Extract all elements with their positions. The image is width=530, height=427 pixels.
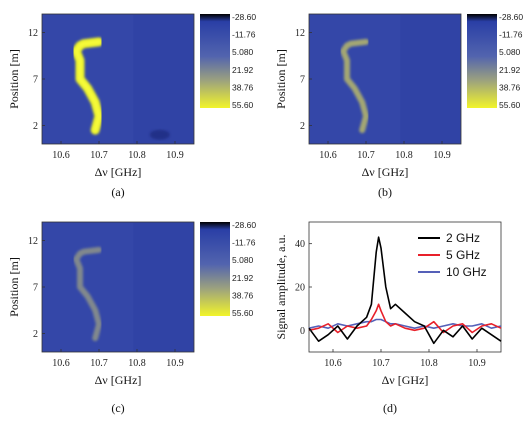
axes-a: 10.6 10.7 10.8 10.9 2 7 12 Δν [GHz] Position [m] bbox=[7, 28, 184, 179]
legend-label: 10 GHz bbox=[446, 265, 487, 279]
x-tick-label: 10.9 bbox=[433, 150, 451, 161]
colorbar-tick-label: -11.76 bbox=[232, 238, 256, 248]
series-line-5-ghz bbox=[308, 303, 502, 334]
x-tick-label: 10.8 bbox=[420, 358, 438, 369]
colorbar-tick-label: 55.60 bbox=[232, 100, 254, 110]
colorbar-tick-label: 38.76 bbox=[232, 290, 254, 300]
heatmap-texture-band bbox=[133, 223, 193, 351]
heatmap-a bbox=[42, 14, 194, 144]
colorbar-tick-label: 38.76 bbox=[232, 82, 254, 92]
x-axis-label: Δν [GHz] bbox=[95, 165, 142, 179]
y-tick-label: 2 bbox=[33, 121, 38, 132]
colorbar-tick-label: 21.92 bbox=[232, 65, 254, 75]
x-tick-label: 10.7 bbox=[90, 150, 108, 161]
panel-a-label: (a) bbox=[111, 185, 124, 199]
x-tick-label: 10.9 bbox=[166, 358, 184, 369]
y-tick-label: 7 bbox=[33, 75, 38, 86]
y-tick-label: 12 bbox=[295, 28, 305, 39]
x-tick-label: 10.9 bbox=[166, 150, 184, 161]
colorbar-tick-label: -28.60 bbox=[232, 12, 256, 22]
heatmap-b-feature bbox=[340, 15, 460, 143]
x-tick-label: 10.9 bbox=[468, 358, 486, 369]
colorbar-a-labels: -28.60 -11.76 5.080 21.92 38.76 55.60 bbox=[232, 12, 256, 110]
x-tick-label: 10.6 bbox=[52, 358, 70, 369]
feature-trace-core bbox=[74, 39, 101, 133]
x-tick-label: 10.7 bbox=[372, 358, 390, 369]
heatmap-texture-band bbox=[133, 15, 193, 143]
heatmap-a-feature bbox=[71, 15, 193, 143]
x-tick-label: 10.6 bbox=[324, 358, 342, 369]
x-tick-label: 10.6 bbox=[319, 150, 337, 161]
y-axis-label: Signal amplitude, a.u. bbox=[274, 235, 288, 340]
colorbar-tick-label: 21.92 bbox=[499, 65, 521, 75]
colorbar-b bbox=[467, 14, 497, 108]
panel-c-label: (c) bbox=[111, 401, 124, 415]
x-tick-label: 10.8 bbox=[128, 358, 146, 369]
colorbar-c bbox=[200, 222, 230, 316]
feature-trace bbox=[73, 246, 102, 342]
colorbar-tick-label: 5.080 bbox=[232, 47, 254, 57]
y-tick-label: 7 bbox=[300, 75, 305, 86]
lineplot-d-legend: 2 GHz 5 GHz 10 GHz bbox=[418, 231, 487, 279]
panel-d-label: (d) bbox=[383, 401, 397, 415]
y-axis-label: Position [m] bbox=[7, 49, 21, 109]
colorbar-tick-label: 55.60 bbox=[232, 308, 254, 318]
x-axis-label: Δν [GHz] bbox=[382, 373, 429, 387]
x-tick-label: 10.6 bbox=[52, 150, 70, 161]
series-line-2-ghz bbox=[308, 236, 502, 345]
low-value-blob bbox=[149, 129, 170, 140]
y-tick-label: 0 bbox=[300, 326, 305, 337]
panel-d: 10.6 10.7 10.8 10.9 0 20 40 Δν [GHz] Signal ampl… bbox=[274, 221, 502, 415]
colorbar-tick-label: 21.92 bbox=[232, 273, 254, 283]
colorbar-tick-label: -11.76 bbox=[232, 30, 256, 40]
lineplot-d-series bbox=[308, 236, 502, 345]
y-tick-label: 12 bbox=[28, 236, 38, 247]
colorbar-tick-label: -11.76 bbox=[499, 30, 523, 40]
y-axis-label: Position [m] bbox=[7, 257, 21, 317]
panel-b-label: (b) bbox=[378, 185, 392, 199]
legend-label: 2 GHz bbox=[446, 231, 480, 245]
colorbar-tick-label: -28.60 bbox=[499, 12, 523, 22]
x-tick-label: 10.7 bbox=[357, 150, 375, 161]
y-axis-label: Position [m] bbox=[274, 49, 288, 109]
colorbar-tick-label: 5.080 bbox=[232, 255, 254, 265]
axes-b: 10.6 10.7 10.8 10.9 2 7 12 Δν [GHz] Position [m] bbox=[274, 28, 451, 179]
y-tick-label: 2 bbox=[300, 121, 305, 132]
y-tick-label: 12 bbox=[28, 28, 38, 39]
y-tick-label: 7 bbox=[33, 283, 38, 294]
legend-label: 5 GHz bbox=[446, 248, 480, 262]
heatmap-c-feature bbox=[73, 223, 193, 351]
x-axis-label: Δν [GHz] bbox=[362, 165, 409, 179]
x-tick-label: 10.8 bbox=[395, 150, 413, 161]
colorbar-b-labels: -28.60 -11.76 5.080 21.92 38.76 55.60 bbox=[499, 12, 523, 110]
x-tick-label: 10.7 bbox=[90, 358, 108, 369]
colorbar-tick-label: 55.60 bbox=[499, 100, 521, 110]
colorbar-c-labels: -28.60 -11.76 5.080 21.92 38.76 55.60 bbox=[232, 220, 256, 318]
colorbar-tick-label: 5.080 bbox=[499, 47, 521, 57]
heatmap-c bbox=[42, 222, 194, 352]
axes-c: 10.6 10.7 10.8 10.9 2 7 12 Δν [GHz] Position [m] bbox=[7, 236, 184, 387]
feature-trace bbox=[340, 38, 369, 134]
colorbar-tick-label: -28.60 bbox=[232, 220, 256, 230]
x-axis-label: Δν [GHz] bbox=[95, 373, 142, 387]
colorbar-a bbox=[200, 14, 230, 108]
x-tick-label: 10.8 bbox=[128, 150, 146, 161]
heatmap-b bbox=[309, 14, 461, 144]
y-tick-label: 20 bbox=[295, 283, 305, 294]
heatmap-texture-band bbox=[400, 15, 460, 143]
colorbar-tick-label: 38.76 bbox=[499, 82, 521, 92]
axes-d: 10.6 10.7 10.8 10.9 0 20 40 Δν [GHz] Signal ampl… bbox=[274, 235, 486, 387]
y-tick-label: 40 bbox=[295, 239, 305, 250]
y-tick-label: 2 bbox=[33, 329, 38, 340]
